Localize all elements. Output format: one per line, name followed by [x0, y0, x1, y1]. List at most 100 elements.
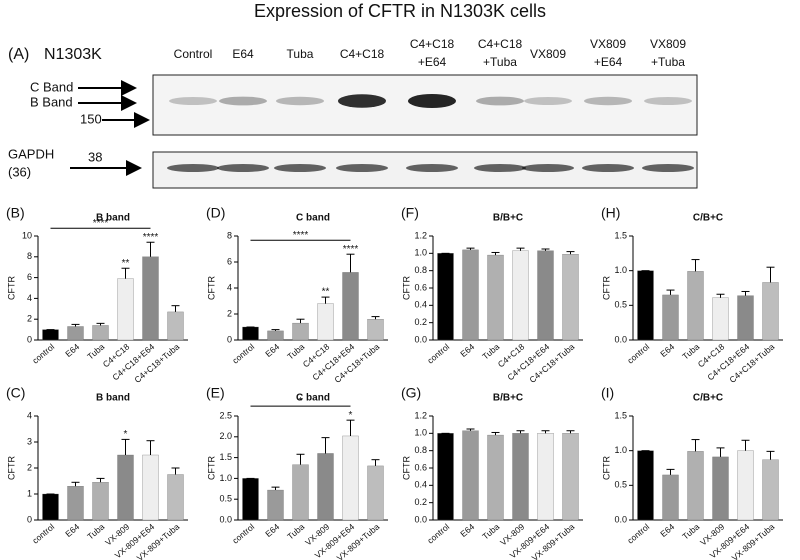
bar	[762, 282, 779, 341]
arrows	[70, 80, 150, 176]
loading-size: (36)	[8, 164, 31, 179]
bar	[142, 256, 159, 341]
y-tick-label: 8	[227, 230, 232, 240]
chart-title: C/B+C	[693, 393, 723, 404]
y-tick-label: 0.4	[414, 300, 427, 310]
x-tick-label: E64	[63, 521, 81, 539]
bar	[562, 433, 579, 521]
y-tick-label: 0.2	[414, 497, 427, 507]
x-tick-label: control	[230, 522, 256, 546]
significance: ****	[343, 244, 359, 255]
y-tick-label: 1.5	[614, 230, 627, 240]
y-tick-label: 1.0	[414, 428, 427, 438]
y-tick-label: 8	[27, 251, 32, 261]
y-tick-label: 3	[27, 436, 32, 446]
y-tick-label: 0	[27, 514, 32, 524]
y-tick-label: 4	[227, 282, 232, 292]
y-tick-label: 1	[27, 488, 32, 498]
lane-label: C4+C18	[478, 37, 523, 51]
band	[582, 164, 634, 172]
bar	[637, 270, 654, 341]
x-tick-label: control	[230, 342, 256, 366]
band	[169, 97, 217, 105]
band	[219, 96, 267, 106]
panel-label: (F)	[401, 205, 419, 221]
bracket-label: ****	[93, 218, 109, 229]
y-tick-label: 0.0	[414, 514, 427, 524]
bar	[487, 434, 504, 521]
bar	[637, 450, 654, 521]
band	[644, 97, 692, 105]
panel-label: (C)	[6, 385, 25, 401]
chart-title: B band	[96, 393, 130, 404]
band	[642, 164, 694, 172]
x-tick-label: E64	[263, 521, 281, 539]
bar	[662, 294, 679, 341]
band	[406, 164, 458, 172]
y-tick-label: 0.0	[614, 334, 627, 344]
bar	[687, 451, 704, 521]
x-tick-label: E64	[63, 341, 81, 359]
bar	[512, 433, 529, 521]
y-tick-label: 6	[27, 272, 32, 282]
lane-label: +Tuba	[651, 55, 685, 69]
panel-label: (B)	[6, 205, 25, 221]
y-tick-label: 4	[27, 293, 32, 303]
y-tick-label: 0.5	[614, 480, 627, 490]
x-tick-label: control	[625, 522, 651, 546]
bar	[437, 253, 454, 341]
lane-label: Control	[174, 47, 213, 61]
panel-label: (E)	[206, 385, 225, 401]
bar	[662, 474, 679, 521]
band-label: C Band	[30, 79, 73, 94]
band	[217, 164, 269, 172]
bar	[367, 319, 384, 341]
band	[167, 164, 219, 172]
bar	[562, 254, 579, 341]
y-tick-label: 10	[22, 230, 32, 240]
x-tick-label: E64	[658, 521, 676, 539]
y-tick-label: 0.5	[219, 494, 232, 504]
bar	[737, 295, 754, 341]
bar	[167, 474, 184, 521]
panel-label: (I)	[601, 385, 614, 401]
lane-label: VX809	[590, 37, 626, 51]
y-tick-label: 2	[27, 462, 32, 472]
bar	[737, 450, 754, 521]
y-tick-label: 0.0	[614, 514, 627, 524]
y-tick-label: 0	[227, 334, 232, 344]
y-tick-label: 1.0	[219, 473, 232, 483]
bar	[462, 249, 479, 341]
band	[336, 164, 388, 172]
y-axis-label: CFTR	[401, 456, 411, 480]
cell-line: N1303K	[44, 46, 102, 63]
bar	[267, 489, 284, 521]
bar	[167, 311, 184, 341]
bar	[512, 250, 529, 341]
chart-title: B/B+C	[493, 393, 523, 404]
y-tick-label: 0.6	[414, 282, 427, 292]
y-tick-label: 1.0	[614, 265, 627, 275]
bar	[317, 303, 334, 341]
y-tick-label: 4	[27, 410, 32, 420]
loading-label: GAPDH	[8, 146, 54, 161]
bar	[712, 456, 729, 521]
lane-label: VX809	[530, 47, 566, 61]
significance: *	[349, 410, 353, 421]
bar	[687, 271, 704, 341]
significance: ****	[143, 232, 159, 243]
marker-label: 150	[80, 111, 102, 126]
x-tick-label: E64	[458, 341, 476, 359]
y-tick-label: 1.0	[414, 248, 427, 258]
y-tick-label: 2	[227, 308, 232, 318]
lane-label: +E64	[418, 55, 447, 69]
bar	[42, 329, 59, 341]
bar	[67, 326, 84, 341]
y-tick-label: 0	[27, 334, 32, 344]
band	[276, 96, 324, 106]
y-tick-label: 0.2	[414, 317, 427, 327]
bar	[242, 326, 259, 341]
bar	[142, 454, 159, 521]
